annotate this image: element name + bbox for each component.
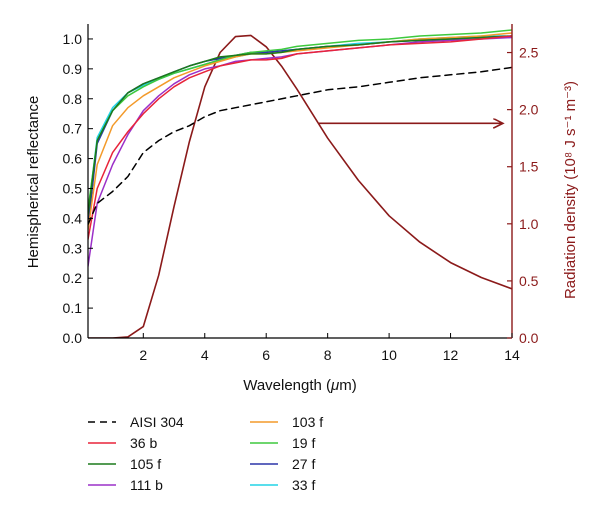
x-tick-label: 6 xyxy=(262,347,270,363)
y-tick-label-right: 1.0 xyxy=(519,216,539,232)
y-tick-label-left: 0.7 xyxy=(63,121,83,137)
legend-item-111-b: 111 b xyxy=(88,477,163,493)
x-axis-label-unit: m) xyxy=(339,377,357,394)
axes xyxy=(87,24,513,339)
y-tick-label-left: 0.3 xyxy=(63,240,83,256)
series-line-27-f xyxy=(88,35,512,229)
legend-item-36-b: 36 b xyxy=(88,435,157,451)
x-tick-label: 12 xyxy=(443,347,459,363)
y-axis-label-right: Radiation density (10⁸ J s⁻¹ m⁻³) xyxy=(562,81,579,299)
legend-label: 105 f xyxy=(130,456,161,472)
legend-label: 103 f xyxy=(292,414,323,430)
legend-item-33-f: 33 f xyxy=(250,477,315,493)
series-line-103-f xyxy=(88,32,512,232)
y-tick-label-left: 0.6 xyxy=(63,151,83,167)
x-axis-label: Wavelength (μm) xyxy=(243,377,357,394)
x-axis-label-text: Wavelength ( xyxy=(243,377,331,394)
y-tick-label-right: 0.5 xyxy=(519,273,539,289)
x-tick-label: 14 xyxy=(504,347,520,363)
series-line-105-f xyxy=(88,35,512,217)
y-tick-label-left: 0.2 xyxy=(63,270,83,286)
series-line-aisi-304 xyxy=(88,66,512,226)
x-tick-label: 2 xyxy=(139,347,147,363)
legend-item-105-f: 105 f xyxy=(88,456,161,472)
legend-label: 111 b xyxy=(130,477,163,493)
x-tick-label: 4 xyxy=(201,347,209,363)
ticks: 2 4 6 8 10 12 140.00.10.20.30.40.50.60.70.80.9… xyxy=(63,31,539,363)
radiation-density-line xyxy=(88,34,512,338)
y-tick-label-left: 1.0 xyxy=(63,31,83,47)
y-tick-label-right: 1.5 xyxy=(519,159,539,175)
legend-item-27-f: 27 f xyxy=(250,456,315,472)
x-tick-label: 8 xyxy=(324,347,332,363)
legend-item-aisi-304: AISI 304 xyxy=(88,414,184,430)
y-tick-label-left: 0.8 xyxy=(63,91,83,107)
x-axis-label-mu: μ xyxy=(330,377,339,394)
y-axis-label-left: Hemispherical reflectance xyxy=(25,96,42,269)
x-tick-label: 10 xyxy=(381,347,397,363)
y-tick-label-right: 2.0 xyxy=(519,102,539,118)
legend-label: AISI 304 xyxy=(130,414,184,430)
legend-label: 36 b xyxy=(130,435,157,451)
series-line-36-b xyxy=(88,35,512,241)
data-lines xyxy=(88,29,512,338)
legend-label: 19 f xyxy=(292,435,315,451)
series-line-33-f xyxy=(88,35,512,214)
y-tick-label-right: 2.5 xyxy=(519,45,539,61)
legend: AISI 304 36 b 105 f 111 b 103 f 19 f 27 f 33 f xyxy=(88,414,323,493)
legend-item-103-f: 103 f xyxy=(250,414,323,430)
y-tick-label-left: 0.0 xyxy=(63,330,83,346)
y-tick-label-left: 0.5 xyxy=(63,180,83,196)
series-line-19-f xyxy=(88,29,512,211)
y-tick-label-left: 0.4 xyxy=(63,210,83,226)
legend-label: 33 f xyxy=(292,477,315,493)
y-tick-label-left: 0.9 xyxy=(63,61,83,77)
legend-item-19-f: 19 f xyxy=(250,435,315,451)
y-tick-label-left: 0.1 xyxy=(63,300,83,316)
legend-label: 27 f xyxy=(292,456,315,472)
y-tick-label-right: 0.0 xyxy=(519,330,539,346)
series-line-111-b xyxy=(88,36,512,267)
